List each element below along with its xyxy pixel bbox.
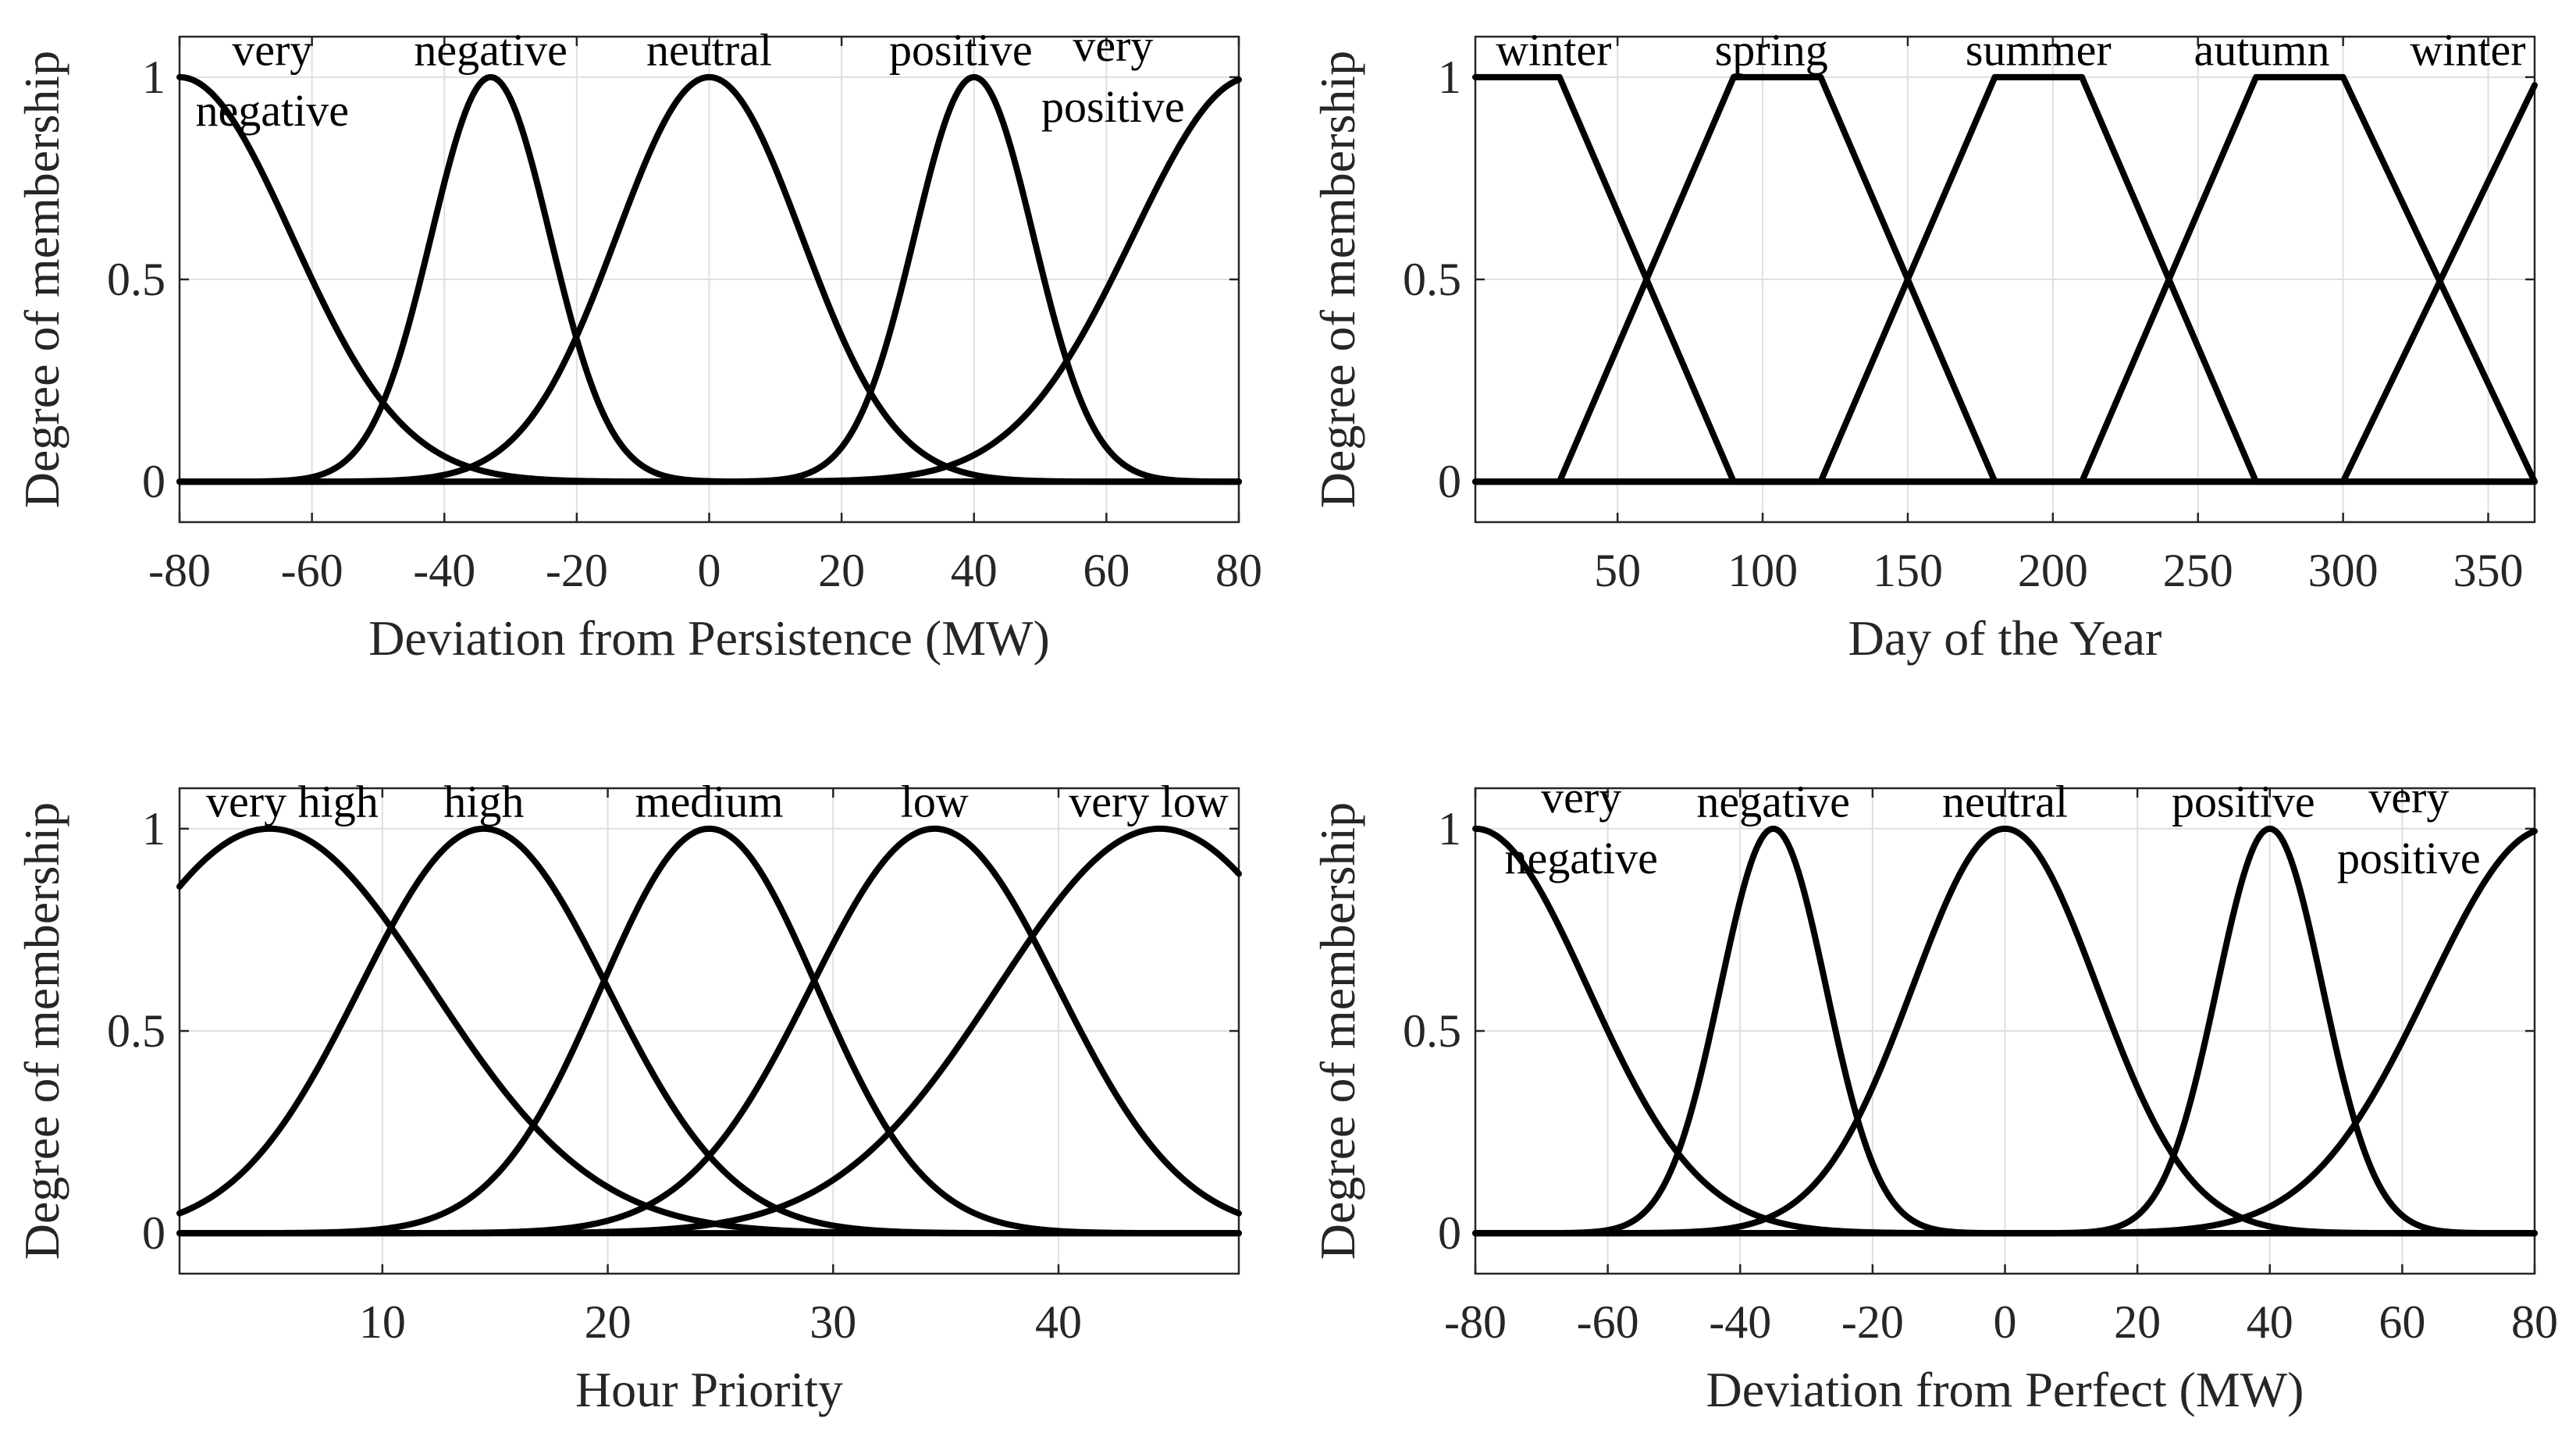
y-axis-label: Degree of membership bbox=[1310, 51, 1365, 508]
mf-label-autumn: autumn bbox=[2194, 24, 2330, 75]
x-axis-label: Deviation from Perfect (MW) bbox=[1706, 1362, 2304, 1417]
y-tick-label: 1 bbox=[1438, 52, 1461, 103]
mf-label-neutral: neutral bbox=[646, 24, 772, 75]
chart-panel-4: -80 -60 -40 -20 0 20 40 60 80 0 0.5 1 Deviation from… bbox=[1310, 772, 2558, 1417]
x-tick-label: 80 bbox=[2511, 1296, 2558, 1348]
mf-label-very-positive: very bbox=[1073, 20, 1153, 71]
x-tick-label: 60 bbox=[1083, 545, 1130, 596]
mf-label-very-negative: negative bbox=[1504, 833, 1657, 883]
mf-curve-very-low bbox=[176, 825, 1242, 1237]
y-axis-label: Degree of membership bbox=[14, 51, 69, 508]
mf-label-winter: winter bbox=[1496, 24, 1611, 75]
x-tick-label: 200 bbox=[2018, 545, 2088, 596]
y-tick-label: 0.5 bbox=[1403, 254, 1461, 305]
mf-label-positive: positive bbox=[889, 24, 1033, 75]
y-tick-label: 0.5 bbox=[1403, 1005, 1461, 1057]
y-axis-label: Degree of membership bbox=[14, 802, 69, 1260]
x-tick-label: 150 bbox=[1873, 545, 1943, 596]
x-tick-label: 20 bbox=[2114, 1296, 2161, 1348]
x-tick-label: 10 bbox=[359, 1296, 406, 1348]
mf-label-positive: positive bbox=[2172, 776, 2315, 826]
x-tick-label: 40 bbox=[1035, 1296, 1082, 1348]
y-tick-label: 0 bbox=[142, 456, 165, 507]
x-tick-label: 0 bbox=[1994, 1296, 2017, 1348]
x-tick-label: -20 bbox=[546, 545, 608, 596]
y-tick-label: 0 bbox=[1438, 456, 1461, 507]
mf-label-very-positive: positive bbox=[2337, 833, 2481, 883]
x-axis-label: Deviation from Persistence (MW) bbox=[368, 610, 1050, 666]
chart-panel-2: 50 100 150 200 250 300 350 0 0.5 1 Day of the Year… bbox=[1310, 24, 2538, 666]
chart-panel-3: 10 20 30 40 0 0.5 1 Hour Priority Degree of memb… bbox=[14, 776, 1242, 1417]
x-tick-label: 350 bbox=[2453, 545, 2524, 596]
y-axis-label: Degree of membership bbox=[1310, 802, 1365, 1260]
mf-label-neutral: neutral bbox=[1942, 776, 2068, 826]
chart-panel-1: -80 -60 -40 -20 0 20 40 60 80 0 0.5 1 Deviation from… bbox=[14, 20, 1262, 666]
mf-label-low: low bbox=[901, 776, 969, 826]
y-tick-label: 0.5 bbox=[107, 1005, 165, 1057]
x-axis-label: Day of the Year bbox=[1848, 610, 2162, 666]
x-tick-label: 50 bbox=[1594, 545, 1641, 596]
x-tick-label: 250 bbox=[2163, 545, 2233, 596]
x-tick-label: -60 bbox=[1577, 1296, 1639, 1348]
mf-label-very-negative: very bbox=[232, 24, 312, 75]
x-tick-label: 100 bbox=[1727, 545, 1798, 596]
y-tick-label: 0 bbox=[142, 1207, 165, 1259]
x-tick-label: -80 bbox=[1444, 1296, 1507, 1348]
mf-label-very-negative: negative bbox=[196, 85, 349, 136]
y-tick-label: 1 bbox=[142, 803, 165, 855]
mf-label-very-positive: very bbox=[2368, 772, 2449, 823]
x-tick-label: 40 bbox=[951, 545, 998, 596]
mf-label-very-low: very low bbox=[1069, 776, 1229, 826]
mf-label-summer: summer bbox=[1966, 24, 2112, 75]
mf-curve-winter bbox=[1472, 82, 2538, 485]
mf-label-winter: winter bbox=[2410, 24, 2525, 75]
mf-label-negative: negative bbox=[1696, 776, 1849, 826]
x-tick-label: 20 bbox=[818, 545, 865, 596]
y-tick-label: 1 bbox=[142, 52, 165, 103]
y-tick-label: 0 bbox=[1438, 1207, 1461, 1259]
x-tick-label: 60 bbox=[2379, 1296, 2425, 1348]
x-tick-label: -40 bbox=[413, 545, 475, 596]
x-tick-label: -40 bbox=[1709, 1296, 1771, 1348]
x-tick-label: -20 bbox=[1841, 1296, 1904, 1348]
x-tick-label: -60 bbox=[281, 545, 343, 596]
mf-label-very-negative: very bbox=[1541, 772, 1621, 823]
mf-curve-very-positive bbox=[1472, 828, 2538, 1237]
mf-curve-very-positive bbox=[176, 76, 1242, 485]
mf-label-negative: negative bbox=[414, 24, 567, 75]
x-tick-label: 300 bbox=[2308, 545, 2379, 596]
x-tick-label: 0 bbox=[698, 545, 721, 596]
mf-label-spring: spring bbox=[1715, 24, 1828, 75]
x-tick-label: 30 bbox=[809, 1296, 856, 1348]
x-axis-label: Hour Priority bbox=[575, 1362, 843, 1417]
y-tick-label: 1 bbox=[1438, 803, 1461, 855]
mf-label-high: high bbox=[443, 776, 524, 826]
mf-label-medium: medium bbox=[635, 776, 783, 826]
mf-label-very-positive: positive bbox=[1041, 81, 1185, 132]
x-tick-label: 20 bbox=[585, 1296, 632, 1348]
mf-label-very-high: very high bbox=[206, 776, 379, 826]
y-tick-label: 0.5 bbox=[107, 254, 165, 305]
x-tick-label: 80 bbox=[1215, 545, 1262, 596]
x-tick-label: 40 bbox=[2247, 1296, 2293, 1348]
x-tick-label: -80 bbox=[148, 545, 211, 596]
